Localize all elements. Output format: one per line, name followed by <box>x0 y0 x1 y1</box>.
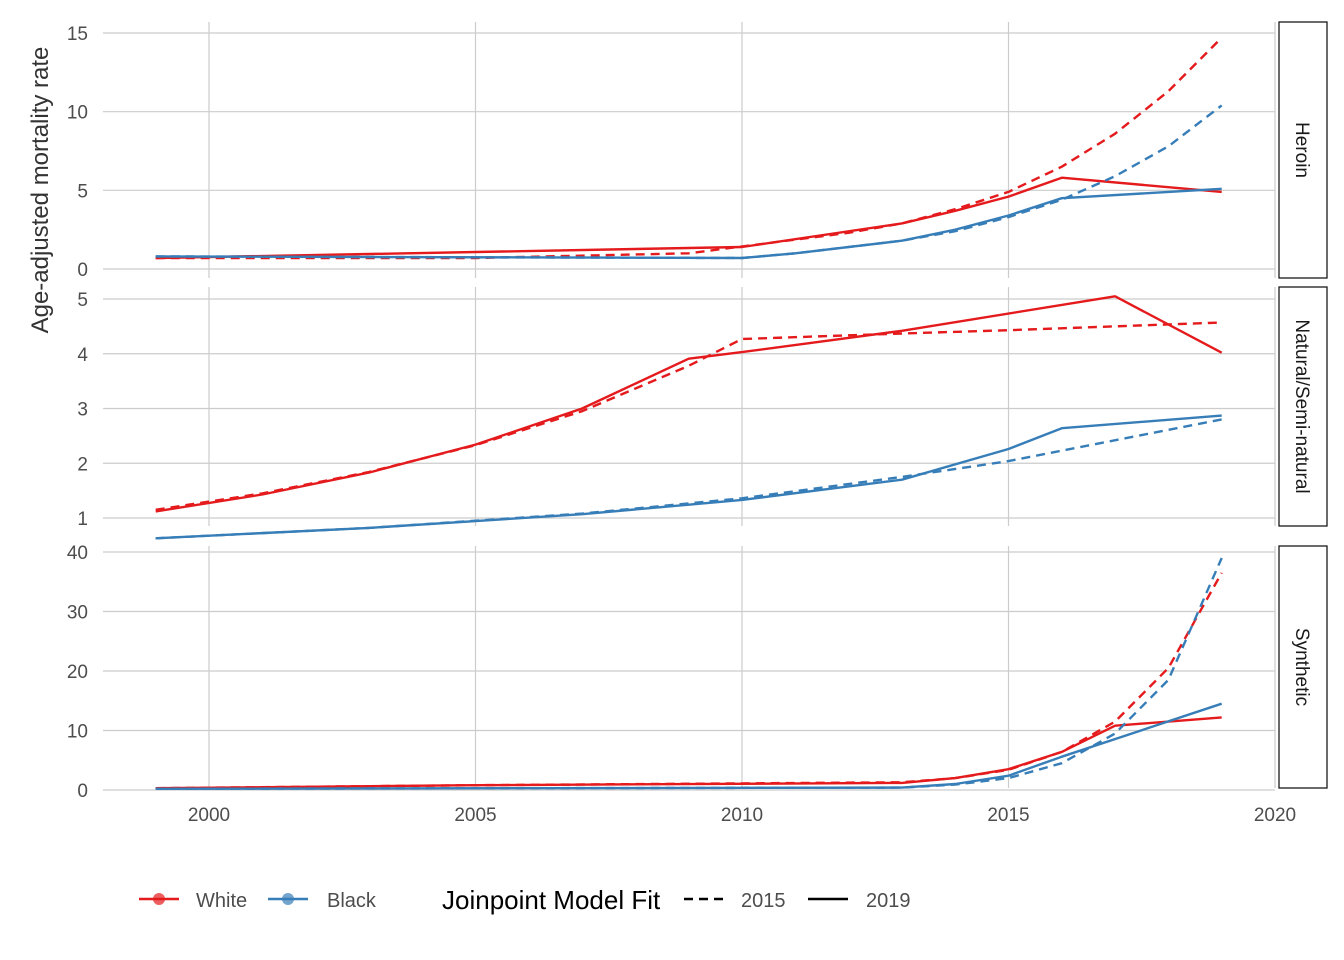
series-line-black-2019 <box>155 187 1222 260</box>
y-tick-label: 30 <box>67 603 88 624</box>
y-tick-label: 10 <box>67 722 88 743</box>
strip-label: Heroin <box>1291 122 1312 178</box>
y-tick-label: 40 <box>67 543 88 564</box>
y-tick-label: 0 <box>77 781 88 802</box>
strip-label: Synthetic <box>1291 628 1312 706</box>
legend-key-point <box>282 893 294 905</box>
legend-item-fit-2015: 2015 <box>684 890 786 912</box>
legend-label: 2015 <box>741 890 786 912</box>
legend-label: Black <box>327 890 377 912</box>
y-tick-label: 0 <box>77 260 88 281</box>
strip-heroin: Heroin <box>1278 21 1328 279</box>
strip-box <box>1278 545 1328 789</box>
series-line-white-2015 <box>155 572 1223 790</box>
legend-key-point <box>153 893 165 905</box>
y-tick-label: 10 <box>67 103 88 124</box>
y-tick-label: 1 <box>77 509 88 530</box>
x-tick-label: 2000 <box>188 805 230 826</box>
strip-box <box>1278 286 1328 527</box>
panel-natural-semi-natural: 1 2 3 4 5 Natural/Semi-natural <box>77 286 1328 540</box>
y-tick-label: 20 <box>67 662 88 683</box>
panel-synthetic: 0 10 20 30 40 Synthetic <box>67 543 1328 802</box>
x-tick-label: 2010 <box>721 805 763 826</box>
strip-box <box>1278 21 1328 279</box>
strip-natural-semi-natural: Natural/Semi-natural <box>1278 286 1328 527</box>
y-tick-label: 5 <box>77 290 88 311</box>
y-tick-label: 2 <box>77 454 88 475</box>
panels: 0 5 10 15 Heroin 1 2 3 4 5 Natural/Semi-natural 0 10… <box>67 21 1328 802</box>
series-line-white-2019 <box>155 716 1222 790</box>
legend-item-fit-2019: 2019 <box>808 890 911 912</box>
series-line-black-2019 <box>155 414 1222 540</box>
y-axis-title: Age-adjusted mortality rate <box>27 47 54 334</box>
legend-label: 2019 <box>866 890 911 912</box>
y-tick-label: 4 <box>77 345 88 366</box>
series-line-white-2015 <box>155 36 1223 260</box>
legend: White Black Joinpoint Model Fit 2015 2019 <box>139 885 911 915</box>
x-tick-label: 2015 <box>987 805 1029 826</box>
legend-item-white: White <box>139 890 247 912</box>
panel-heroin: 0 5 10 15 Heroin <box>67 21 1328 281</box>
series-line-black-2015 <box>155 557 1223 790</box>
strip-label: Natural/Semi-natural <box>1291 319 1312 493</box>
x-axis: 2000 2005 2010 2015 2020 <box>188 805 1296 826</box>
series-line-black-2015 <box>155 418 1222 540</box>
series-line-black-2015 <box>155 104 1223 260</box>
legend-label: White <box>196 890 247 912</box>
x-tick-label: 2005 <box>454 805 496 826</box>
y-tick-label: 5 <box>77 181 88 202</box>
series-line-white-2019 <box>155 295 1223 513</box>
strip-synthetic: Synthetic <box>1278 545 1328 789</box>
y-tick-label: 3 <box>77 400 88 421</box>
legend-title: Joinpoint Model Fit <box>442 885 661 915</box>
legend-item-black: Black <box>268 890 377 912</box>
x-tick-label: 2020 <box>1254 805 1296 826</box>
series-line-white-2015 <box>155 321 1222 511</box>
series-line-black-2019 <box>155 702 1223 790</box>
y-tick-label: 15 <box>67 24 88 45</box>
